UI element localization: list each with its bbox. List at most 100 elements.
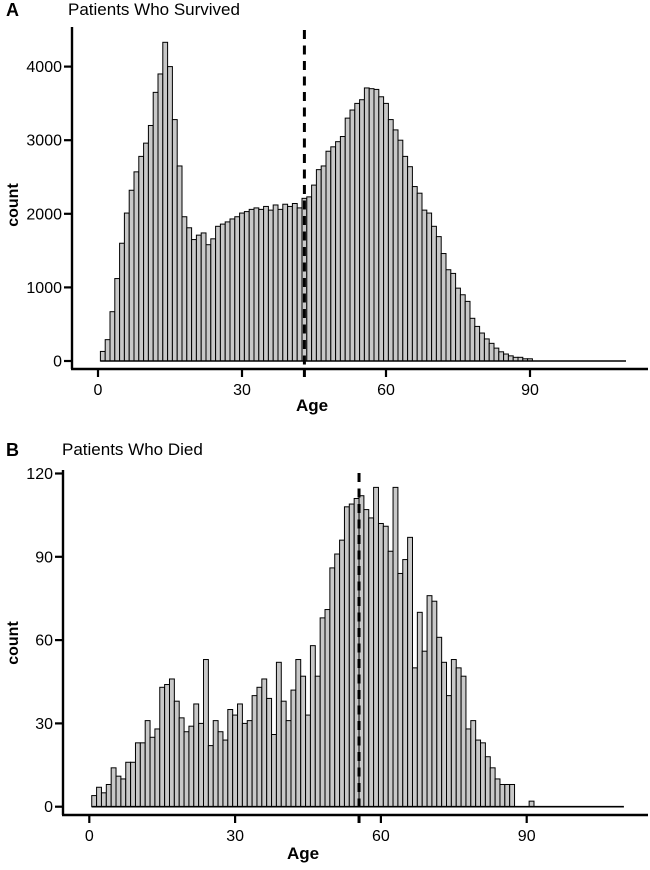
histogram-bar bbox=[469, 317, 476, 362]
histogram-bar bbox=[354, 102, 361, 362]
histogram-bar bbox=[222, 739, 229, 808]
histogram-bar bbox=[528, 800, 535, 808]
histogram-bar bbox=[373, 486, 379, 808]
histogram-bar bbox=[320, 165, 327, 362]
histogram-bar bbox=[282, 203, 289, 362]
histogram-bar bbox=[319, 617, 326, 808]
histogram-bar bbox=[227, 709, 234, 808]
panel-b-x-axis-title: Age bbox=[286, 844, 320, 863]
histogram-bar bbox=[138, 155, 145, 362]
histogram-bar bbox=[115, 775, 122, 808]
histogram-bar bbox=[509, 783, 516, 808]
histogram-bar bbox=[237, 703, 243, 808]
histogram-bar bbox=[445, 269, 452, 362]
histogram-bar bbox=[215, 225, 221, 362]
histogram-bar bbox=[183, 731, 190, 808]
histogram-bar bbox=[483, 338, 490, 362]
histogram-bar bbox=[195, 234, 202, 362]
y-axis-tick-label: 90 bbox=[35, 549, 53, 566]
histogram-bar bbox=[248, 208, 255, 362]
histogram-bar bbox=[217, 731, 224, 808]
histogram-bar bbox=[475, 739, 482, 808]
histogram-bar bbox=[251, 695, 258, 808]
histogram-bar bbox=[314, 675, 321, 808]
histogram-bar bbox=[198, 722, 205, 808]
histogram-bar bbox=[480, 742, 486, 808]
histogram-bar bbox=[460, 675, 467, 808]
histogram-bar bbox=[114, 278, 121, 362]
histogram-bar bbox=[241, 722, 248, 808]
histogram-bar bbox=[234, 216, 241, 362]
histogram-bar bbox=[173, 700, 180, 808]
histogram-bar bbox=[493, 347, 500, 362]
histogram-bar bbox=[99, 350, 106, 362]
histogram-bar bbox=[275, 661, 282, 808]
y-axis-tick-label: 0 bbox=[53, 354, 62, 371]
histogram-bar bbox=[272, 204, 279, 362]
histogram-bar bbox=[271, 734, 277, 808]
histogram-bar bbox=[436, 636, 443, 808]
histogram-bar bbox=[305, 714, 311, 808]
histogram-bar bbox=[207, 745, 214, 808]
y-axis-tick-label: 60 bbox=[35, 633, 53, 650]
histogram-bar bbox=[110, 767, 117, 808]
histogram-bar bbox=[343, 506, 350, 808]
histogram-bar bbox=[159, 686, 166, 808]
histogram-bar bbox=[431, 600, 438, 808]
histogram-bar bbox=[470, 720, 477, 808]
histogram-bar bbox=[455, 287, 461, 362]
histogram-bar bbox=[258, 208, 265, 362]
histogram-bar bbox=[488, 342, 495, 362]
histogram-bar bbox=[212, 720, 219, 808]
histogram-bar bbox=[205, 244, 212, 362]
histogram-bar bbox=[256, 686, 263, 808]
histogram-bar bbox=[324, 609, 331, 808]
histogram-bar bbox=[119, 242, 125, 362]
y-axis-tick-label: 0 bbox=[44, 799, 53, 816]
histogram-bar bbox=[91, 795, 98, 808]
histogram-bar bbox=[479, 332, 485, 362]
histogram-bar bbox=[266, 697, 273, 808]
histogram-bar bbox=[484, 756, 491, 808]
histogram-bar bbox=[128, 189, 135, 362]
histogram-bar bbox=[191, 239, 197, 362]
panel-survived: A Patients Who Survived count 0 1000 2000 3… bbox=[5, 0, 648, 415]
histogram-bar bbox=[334, 553, 341, 808]
histogram-bar bbox=[504, 783, 511, 808]
histogram-bar bbox=[178, 717, 185, 808]
histogram-bar bbox=[329, 567, 336, 808]
histogram-bar bbox=[344, 117, 351, 362]
panel-died: B Patients Who Died count 0 30 60 90 120 0 30 6… bbox=[0, 440, 650, 870]
histogram-bar bbox=[203, 659, 209, 808]
histogram-bar bbox=[402, 559, 409, 808]
histogram-bar bbox=[176, 165, 183, 362]
histogram-bar bbox=[426, 595, 433, 808]
histogram-bar bbox=[377, 522, 384, 808]
histogram-bar bbox=[402, 155, 409, 362]
histogram-bar bbox=[474, 325, 481, 362]
y-axis-tick-label: 4000 bbox=[26, 59, 62, 76]
histogram-bar bbox=[239, 212, 245, 362]
histogram-bar bbox=[295, 659, 302, 808]
histogram-bar bbox=[407, 536, 413, 808]
histogram-bar bbox=[387, 550, 394, 808]
y-axis-tick-label: 2000 bbox=[26, 206, 62, 223]
histogram-bar bbox=[349, 109, 356, 362]
histogram-bar bbox=[144, 720, 151, 808]
histogram-bar bbox=[339, 539, 345, 808]
histogram-bar bbox=[306, 196, 313, 362]
histogram-bar bbox=[465, 728, 472, 808]
histogram-bar bbox=[147, 124, 154, 362]
histogram-bar bbox=[464, 300, 471, 362]
histogram-bar bbox=[162, 41, 169, 362]
histogram-bar bbox=[280, 700, 287, 808]
y-axis-tick-label: 30 bbox=[35, 716, 53, 733]
histogram-bar bbox=[149, 736, 156, 808]
histogram-bar bbox=[224, 221, 231, 362]
x-axis-tick-label: 0 bbox=[85, 828, 94, 845]
histogram-bar bbox=[392, 129, 399, 362]
histogram-bar bbox=[232, 714, 239, 808]
histogram-bar bbox=[397, 572, 404, 808]
panel-b-label: B bbox=[6, 440, 19, 460]
